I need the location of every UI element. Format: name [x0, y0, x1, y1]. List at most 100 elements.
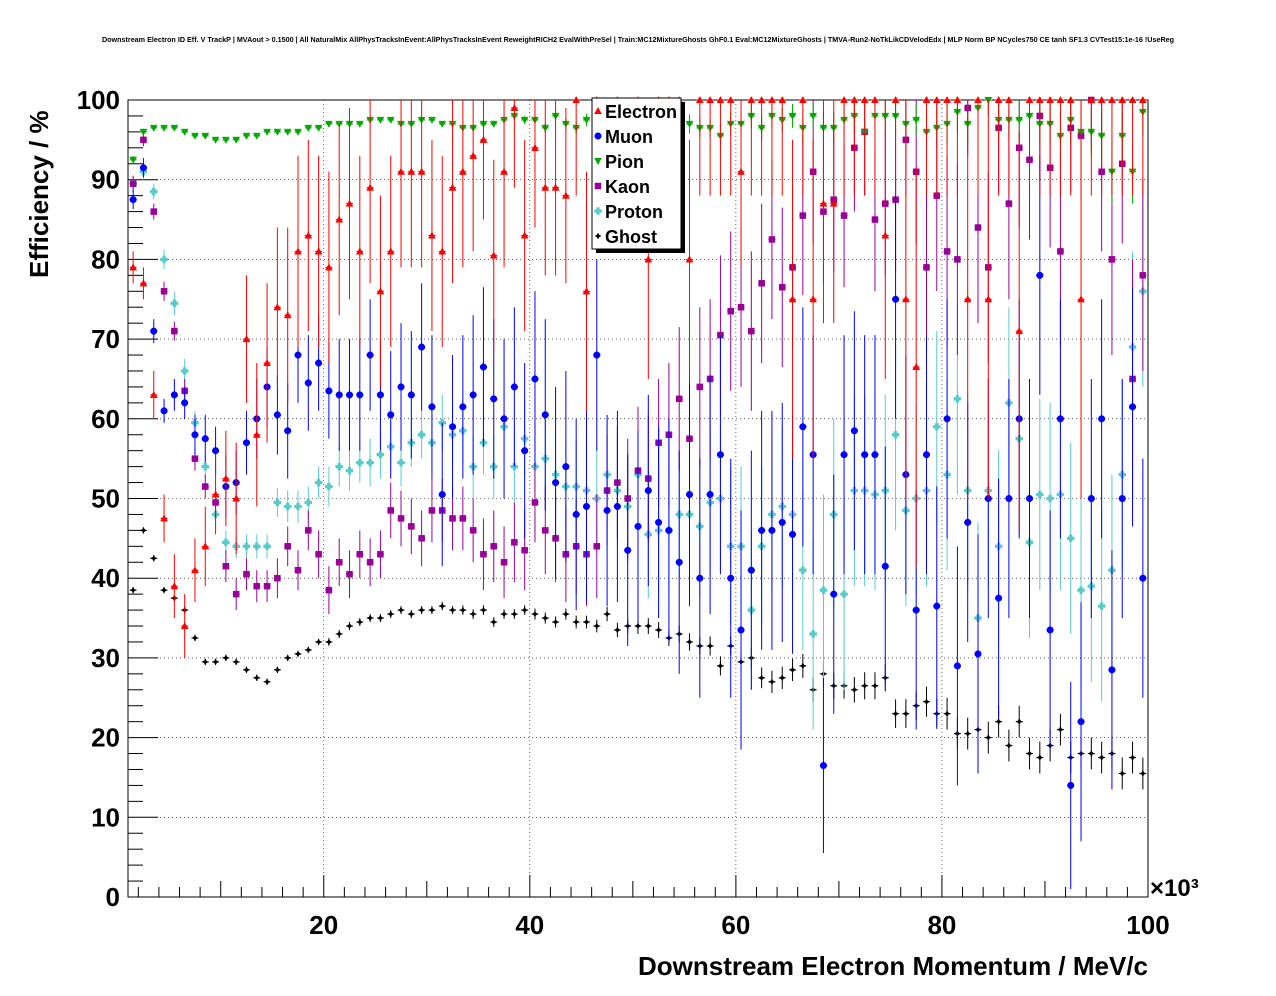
point-proton: [345, 466, 354, 475]
point-electron: [1035, 95, 1044, 104]
point-electron: [829, 199, 838, 207]
point-electron: [324, 263, 333, 271]
y-tick-label-10: 100: [77, 85, 120, 115]
point-electron: [489, 251, 498, 259]
point-electron: [407, 167, 416, 175]
point-ghost: [685, 638, 694, 646]
point-ghost: [1025, 749, 1034, 758]
point-proton: [366, 458, 374, 467]
point-electron: [129, 263, 138, 271]
point-pion: [1015, 116, 1024, 124]
point-muon: [603, 506, 611, 515]
y-tick-label-3: 30: [91, 643, 120, 673]
point-kaon: [150, 208, 158, 215]
point-muon: [1056, 415, 1064, 423]
point-kaon: [871, 216, 879, 223]
point-proton: [799, 566, 807, 574]
point-kaon: [521, 547, 528, 554]
point-kaon: [758, 280, 765, 287]
point-ghost: [644, 622, 652, 630]
point-muon: [922, 451, 931, 459]
point-muon: [613, 502, 621, 511]
point-muon: [1025, 494, 1034, 503]
point-electron: [469, 151, 478, 159]
point-ghost: [922, 698, 931, 706]
legend-entry-ghost: Ghost: [594, 227, 657, 247]
point-proton: [273, 498, 282, 507]
point-kaon: [356, 551, 364, 558]
point-pion: [160, 124, 168, 132]
point-electron: [871, 95, 879, 104]
point-ghost: [706, 642, 714, 650]
point-kaon: [675, 395, 683, 403]
point-muon: [974, 650, 982, 658]
point-ghost: [479, 606, 488, 614]
point-kaon: [954, 256, 961, 263]
legend-entry-electron: Electron: [594, 102, 677, 122]
point-ghost: [716, 662, 724, 670]
point-electron: [582, 287, 591, 295]
y-tick-label-7: 70: [91, 324, 120, 354]
point-electron: [479, 135, 488, 143]
point-ghost: [1005, 742, 1013, 750]
point-electron: [974, 95, 982, 104]
legend-marker-proton: [594, 207, 602, 215]
point-kaon: [923, 264, 930, 271]
point-muon: [665, 526, 673, 534]
point-muon: [469, 391, 477, 399]
point-electron: [386, 247, 395, 255]
point-electron: [366, 183, 375, 191]
point-pion: [252, 132, 261, 140]
point-proton: [1046, 494, 1054, 503]
point-ghost: [655, 626, 663, 634]
point-ghost: [490, 618, 498, 626]
point-muon: [768, 526, 776, 534]
point-kaon: [737, 303, 745, 311]
point-ghost: [242, 666, 251, 674]
point-proton: [283, 502, 292, 511]
point-kaon: [377, 551, 384, 558]
point-muon: [933, 602, 941, 610]
point-pion: [221, 136, 230, 144]
point-ghost: [964, 730, 972, 738]
point-ghost: [139, 526, 148, 534]
point-kaon: [500, 559, 508, 566]
point-muon: [747, 566, 755, 574]
point-muon: [160, 407, 168, 415]
legend-entry-pion: Pion: [594, 152, 644, 172]
point-pion: [355, 120, 364, 128]
point-kaon: [428, 507, 436, 514]
point-ghost: [892, 710, 900, 718]
point-electron: [1138, 95, 1147, 104]
point-electron: [417, 167, 426, 175]
point-electron: [850, 95, 859, 104]
legend-entry-muon: Muon: [594, 127, 653, 147]
point-muon: [685, 490, 694, 499]
point-muon: [861, 451, 869, 459]
point-kaon: [799, 212, 807, 219]
point-pion: [211, 136, 220, 144]
point-proton: [840, 590, 848, 598]
point-muon: [428, 403, 436, 411]
x-tick-label-4: 100: [1126, 910, 1169, 940]
point-muon: [490, 395, 498, 403]
point-ghost: [634, 622, 642, 630]
point-proton: [170, 299, 179, 307]
point-ghost: [1056, 726, 1064, 734]
point-proton: [933, 423, 941, 431]
legend-label-kaon: Kaon: [605, 177, 650, 197]
point-kaon: [593, 543, 601, 550]
point-electron: [778, 95, 787, 104]
point-muon: [304, 379, 312, 387]
point-ghost: [376, 614, 384, 622]
point-electron: [335, 215, 344, 223]
point-kaon: [171, 327, 178, 335]
y-tick-label-4: 40: [91, 563, 120, 593]
point-ghost: [531, 610, 539, 618]
legend-marker-electron: [594, 106, 602, 115]
point-electron: [541, 183, 550, 191]
point-kaon: [511, 539, 518, 546]
point-kaon: [274, 574, 281, 582]
point-ghost: [345, 622, 354, 630]
point-pion: [191, 132, 199, 140]
